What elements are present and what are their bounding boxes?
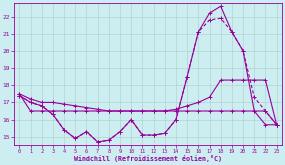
X-axis label: Windchill (Refroidissement éolien,°C): Windchill (Refroidissement éolien,°C) [74, 155, 222, 162]
